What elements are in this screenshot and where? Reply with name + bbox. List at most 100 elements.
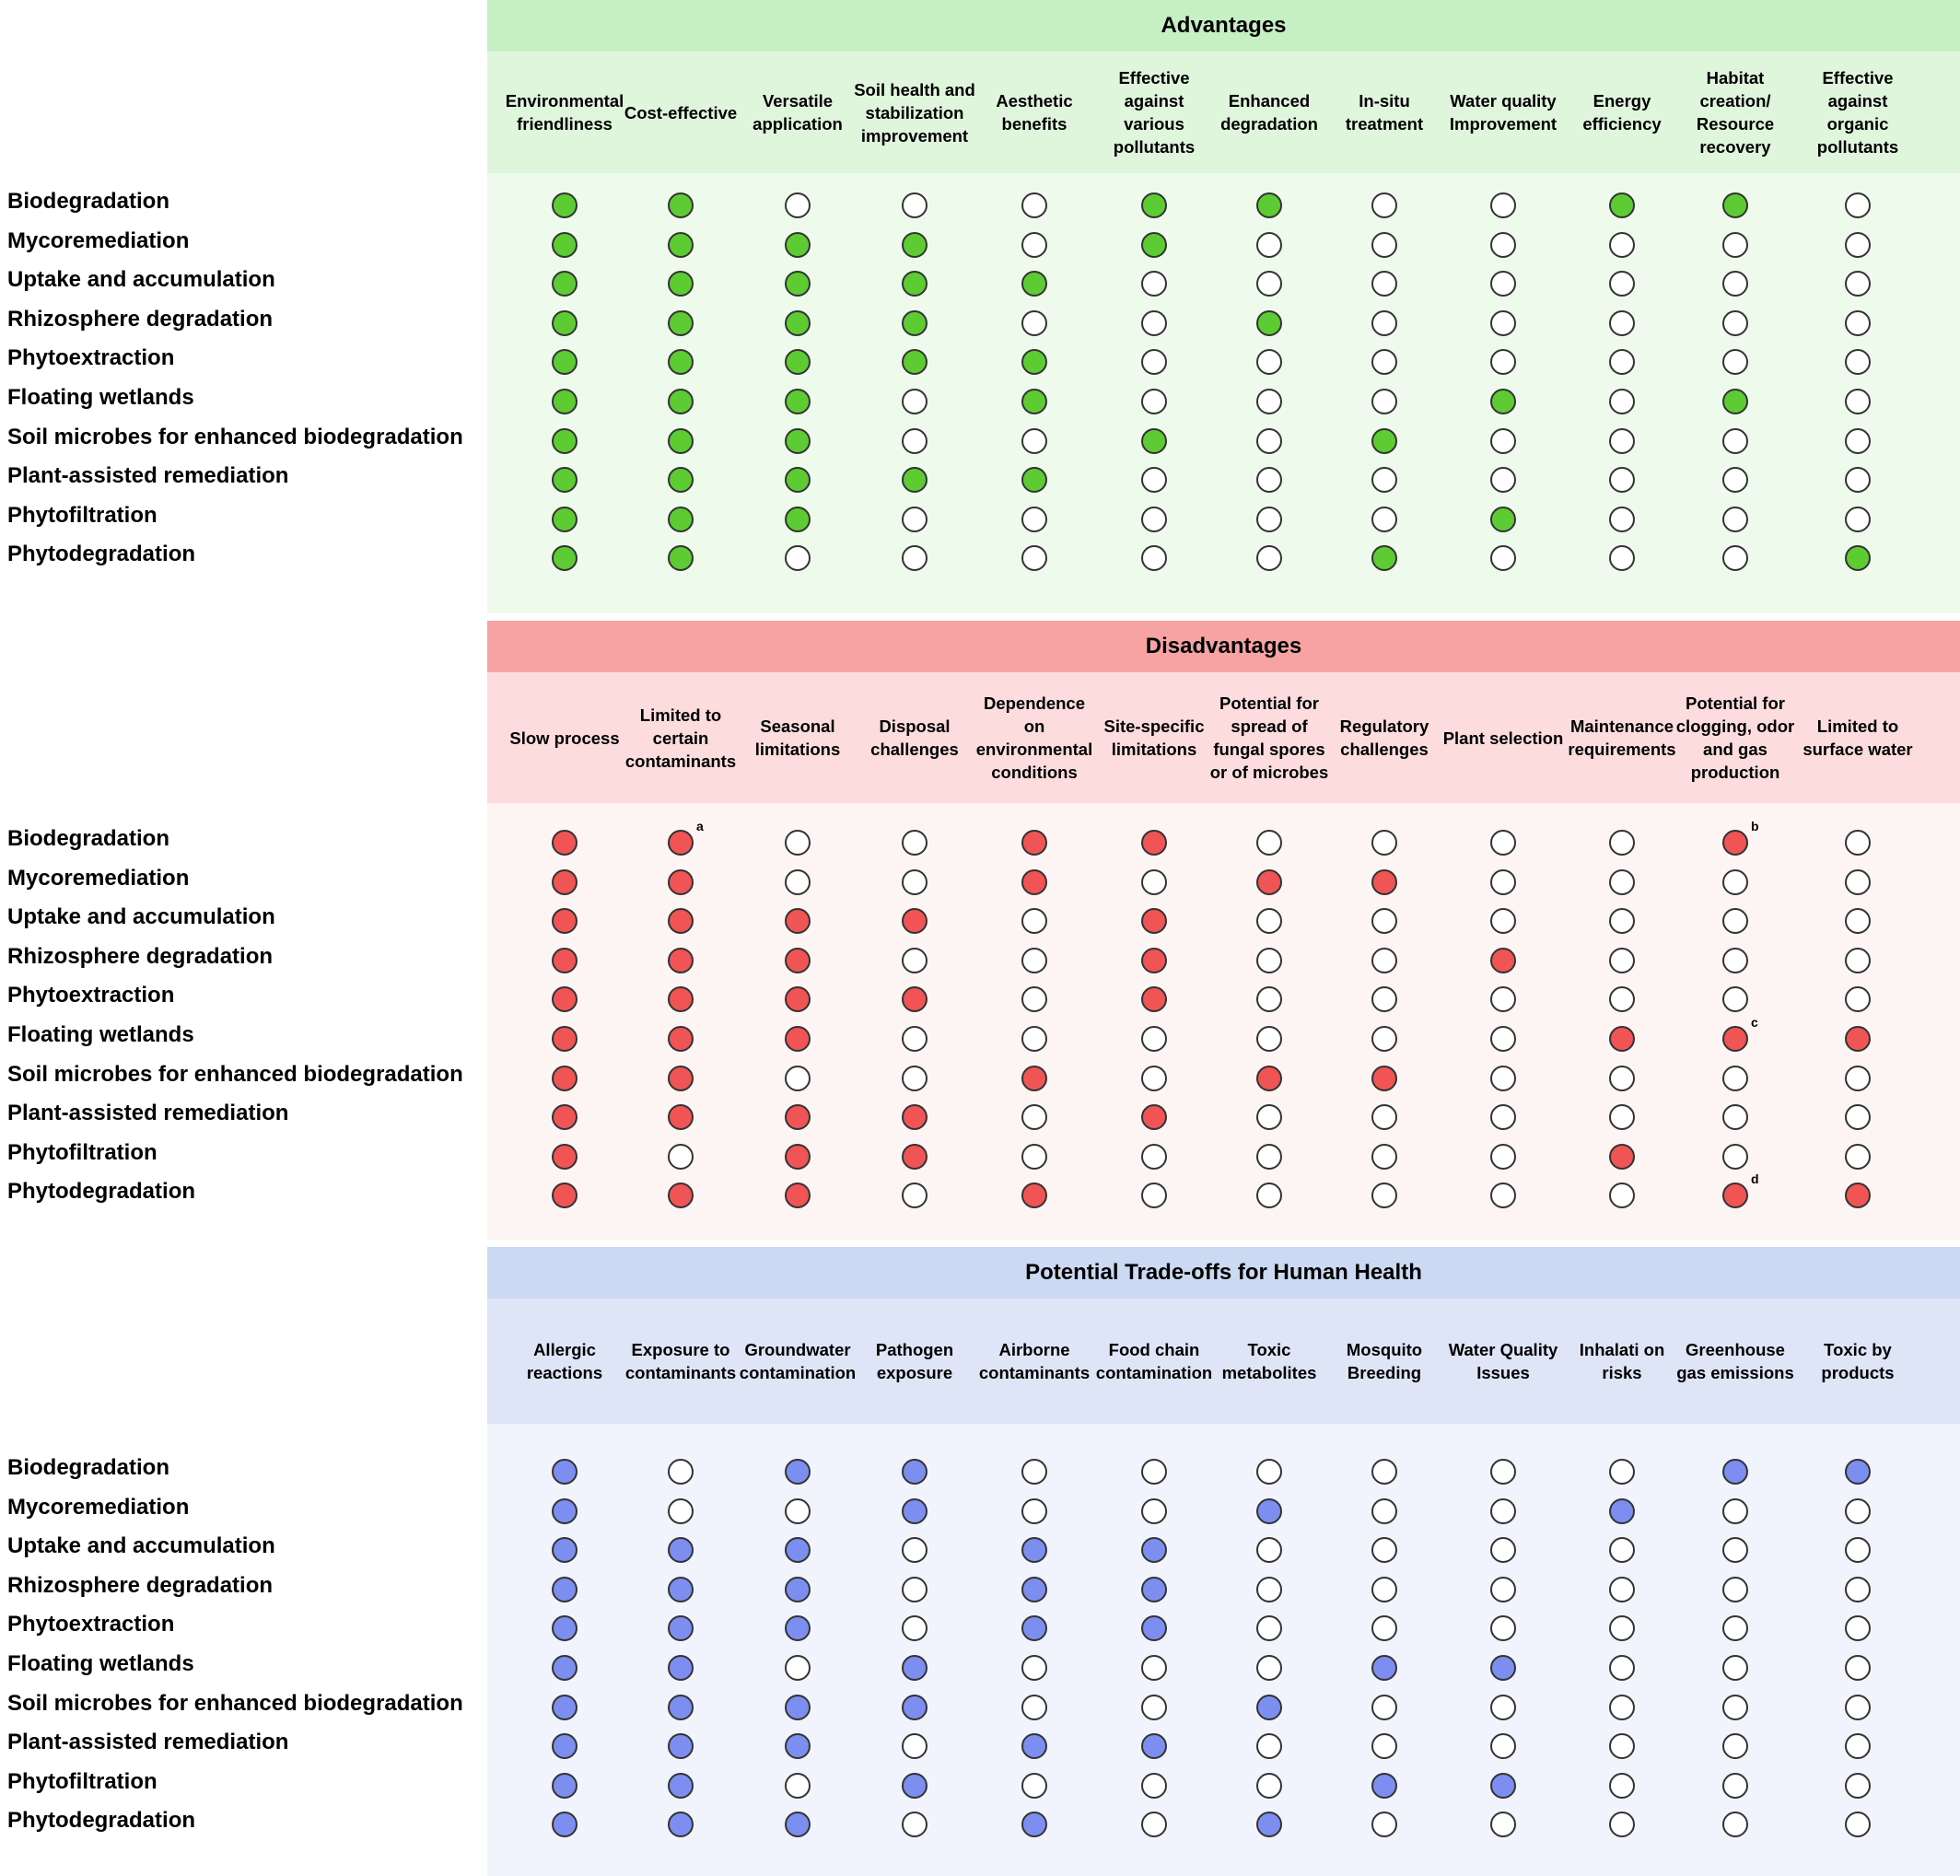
- row-label: Biodegradation: [7, 1455, 170, 1480]
- filled-indicator-dot: [1256, 1694, 1282, 1720]
- empty-indicator-dot: [1609, 545, 1635, 572]
- empty-indicator-dot: [1371, 192, 1397, 218]
- filled-indicator-dot: [1371, 1655, 1397, 1681]
- filled-indicator-dot: [1722, 830, 1748, 856]
- filled-indicator-dot: [552, 271, 578, 297]
- empty-indicator-dot: [1256, 1459, 1282, 1485]
- disadvantages-column-header: Potential for clogging, odor and gas pro…: [1675, 693, 1795, 782]
- empty-indicator-dot: [1141, 1497, 1167, 1524]
- empty-indicator-dot: [1609, 1576, 1635, 1602]
- empty-indicator-dot: [1722, 506, 1748, 532]
- filled-indicator-dot: [1021, 1576, 1047, 1602]
- row-label: Soil microbes for enhanced biodegradatio…: [7, 424, 463, 449]
- empty-indicator-dot: [1141, 1694, 1167, 1720]
- tradeoffs-column-header: Toxic by products: [1821, 1340, 1895, 1382]
- empty-indicator-dot: [1021, 1143, 1047, 1170]
- empty-indicator-dot: [1490, 467, 1516, 494]
- filled-indicator-dot: [785, 1615, 811, 1642]
- row-label: Uptake and accumulation: [7, 904, 275, 930]
- filled-indicator-dot: [552, 1772, 578, 1799]
- empty-indicator-dot: [1845, 1104, 1871, 1131]
- empty-indicator-dot: [1609, 868, 1635, 895]
- advantages-column-header: Habitat creation/ Resource recovery: [1696, 68, 1775, 157]
- tradeoffs-column-header: Food chain contamination: [1095, 1340, 1213, 1382]
- empty-indicator-dot: [1609, 309, 1635, 336]
- filled-indicator-dot: [1371, 427, 1397, 454]
- filled-indicator-dot: [785, 427, 811, 454]
- empty-indicator-dot: [1490, 986, 1516, 1013]
- filled-indicator-dot: [1021, 389, 1047, 414]
- filled-indicator-dot: [1021, 1537, 1047, 1564]
- filled-indicator-dot: [668, 830, 694, 856]
- empty-indicator-dot: [1490, 309, 1516, 336]
- empty-indicator-dot: [1371, 1459, 1397, 1485]
- empty-indicator-dot: [902, 1733, 928, 1760]
- filled-indicator-dot: [668, 1104, 694, 1131]
- empty-indicator-dot: [1256, 1733, 1282, 1760]
- empty-indicator-dot: [668, 1497, 694, 1524]
- empty-indicator-dot: [1722, 1576, 1748, 1602]
- empty-indicator-dot: [1371, 1026, 1397, 1052]
- empty-indicator-dot: [1609, 1183, 1635, 1209]
- filled-indicator-dot: [668, 1183, 694, 1209]
- filled-indicator-dot: [1845, 1026, 1871, 1052]
- filled-indicator-dot: [1141, 830, 1167, 856]
- filled-indicator-dot: [668, 389, 694, 414]
- empty-indicator-dot: [1845, 427, 1871, 454]
- filled-indicator-dot: [785, 1733, 811, 1760]
- empty-indicator-dot: [1722, 947, 1748, 973]
- empty-indicator-dot: [902, 868, 928, 895]
- filled-indicator-dot: [552, 1694, 578, 1720]
- filled-indicator-dot: [552, 1733, 578, 1760]
- filled-indicator-dot: [1141, 1615, 1167, 1642]
- empty-indicator-dot: [1845, 271, 1871, 297]
- empty-indicator-dot: [1722, 1812, 1748, 1838]
- empty-indicator-dot: [1609, 271, 1635, 297]
- filled-indicator-dot: [1141, 1576, 1167, 1602]
- advantages-column-header: Environmental friendliness: [505, 91, 624, 134]
- empty-indicator-dot: [1256, 1772, 1282, 1799]
- empty-indicator-dot: [1371, 830, 1397, 856]
- empty-indicator-dot: [1609, 506, 1635, 532]
- row-label: Uptake and accumulation: [7, 267, 275, 293]
- filled-indicator-dot: [785, 231, 811, 258]
- section-tradeoffs: Potential Trade-offs for Human Health All…: [0, 1247, 1960, 1876]
- filled-indicator-dot: [668, 947, 694, 973]
- footnote-marker: b: [1751, 819, 1759, 833]
- filled-indicator-dot: [552, 1537, 578, 1564]
- empty-indicator-dot: [1021, 1497, 1047, 1524]
- empty-indicator-dot: [1371, 467, 1397, 494]
- empty-indicator-dot: [1371, 349, 1397, 376]
- empty-indicator-dot: [1609, 986, 1635, 1013]
- filled-indicator-dot: [902, 908, 928, 935]
- empty-indicator-dot: [1021, 1772, 1047, 1799]
- empty-indicator-dot: [1722, 349, 1748, 376]
- row-label: Biodegradation: [7, 826, 170, 851]
- empty-indicator-dot: [902, 1026, 928, 1052]
- empty-indicator-dot: [1722, 1143, 1748, 1170]
- empty-indicator-dot: [1256, 427, 1282, 454]
- filled-indicator-dot: [1490, 1772, 1516, 1799]
- disadvantages-column-header: Regulatory challenges: [1339, 717, 1429, 759]
- filled-indicator-dot: [1256, 309, 1282, 336]
- empty-indicator-dot: [1609, 1615, 1635, 1642]
- filled-indicator-dot: [552, 1065, 578, 1091]
- empty-indicator-dot: [1141, 1655, 1167, 1681]
- row-label: Biodegradation: [7, 189, 170, 214]
- filled-indicator-dot: [668, 1694, 694, 1720]
- filled-indicator-dot: [1256, 1497, 1282, 1524]
- filled-indicator-dot: [785, 1459, 811, 1485]
- empty-indicator-dot: [1021, 1694, 1047, 1720]
- empty-indicator-dot: [1371, 271, 1397, 297]
- empty-indicator-dot: [902, 427, 928, 454]
- empty-indicator-dot: [1845, 1655, 1871, 1681]
- empty-indicator-dot: [1845, 1772, 1871, 1799]
- empty-indicator-dot: [1845, 947, 1871, 973]
- filled-indicator-dot: [785, 1694, 811, 1720]
- tradeoffs-column-header: Groundwater contamination: [739, 1340, 857, 1382]
- empty-indicator-dot: [1845, 192, 1871, 218]
- filled-indicator-dot: [1609, 1026, 1635, 1052]
- empty-indicator-dot: [1722, 1104, 1748, 1131]
- empty-indicator-dot: [1490, 1576, 1516, 1602]
- filled-indicator-dot: [1256, 1065, 1282, 1091]
